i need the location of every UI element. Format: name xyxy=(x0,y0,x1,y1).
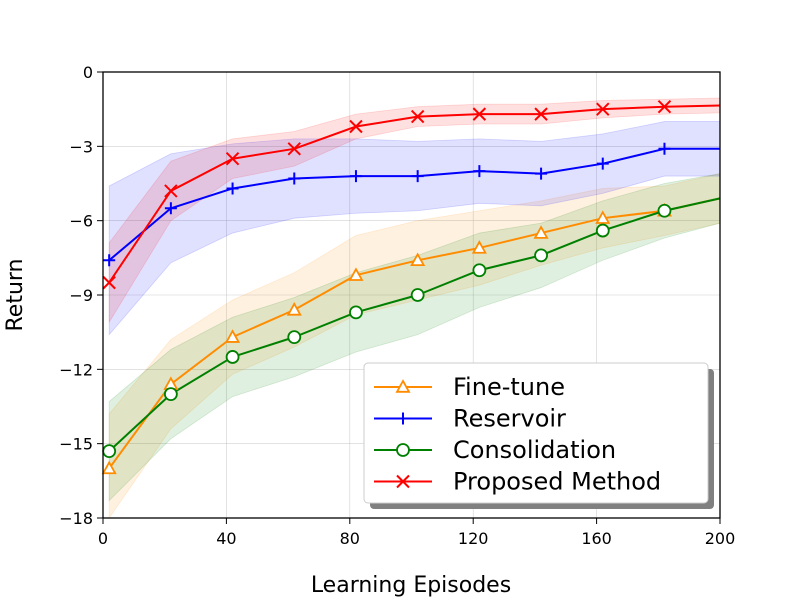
reservoir-marker xyxy=(411,170,424,183)
consolidation-marker xyxy=(534,248,548,263)
legend-marker xyxy=(396,443,410,457)
fine-tune-marker xyxy=(348,267,364,281)
x-tick-label: 0 xyxy=(98,529,108,548)
y-tick-label: −15 xyxy=(59,435,93,454)
consolidation-marker xyxy=(349,305,363,320)
legend: Fine-tune Reservoir Consolidation Proposed … xyxy=(363,362,714,509)
legend-marker xyxy=(395,379,411,393)
x-tick-label: 40 xyxy=(216,529,236,548)
proposed-method-marker xyxy=(287,142,301,156)
reservoir-marker xyxy=(658,142,671,155)
y-tick-label: −12 xyxy=(59,360,93,379)
x-axis-label: Learning Episodes xyxy=(311,573,511,598)
legend-marker xyxy=(396,474,410,489)
proposed-method-marker xyxy=(164,184,178,198)
consolidation-marker xyxy=(410,288,425,302)
legend-label: Proposed Method xyxy=(453,468,661,496)
consolidation-marker xyxy=(102,444,117,459)
axis-ticks: 0 40 80 120 160 200 0 −3 −6 −9 −12 −15 −18 xyxy=(59,63,735,548)
y-tick-label: −3 xyxy=(69,137,93,156)
fine-tune-marker xyxy=(225,329,241,343)
consolidation-marker xyxy=(225,350,240,364)
legend-marker xyxy=(397,412,409,425)
y-tick-label: −9 xyxy=(69,286,93,305)
y-tick-label: −6 xyxy=(69,212,93,231)
fine-tune-marker xyxy=(101,460,117,475)
proposed-method-marker xyxy=(596,102,610,116)
legend-label: Consolidation xyxy=(453,436,616,464)
legend-entries: Fine-tune Reservoir Consolidation Proposed … xyxy=(374,373,661,496)
reservoir-marker xyxy=(164,202,177,215)
fine-tune-marker xyxy=(410,252,426,267)
legend-item-fine-tune: Fine-tune xyxy=(374,373,565,401)
consolidation-marker xyxy=(472,263,487,278)
proposed-method-marker xyxy=(534,107,548,121)
consolidation-marker xyxy=(595,223,610,238)
proposed-method-marker xyxy=(349,119,363,134)
proposed-method-marker xyxy=(225,152,240,166)
y-tick-label: 0 xyxy=(83,63,93,82)
legend-item-consolidation: Consolidation xyxy=(374,436,616,464)
x-tick-label: 160 xyxy=(581,529,612,548)
consolidation-marker xyxy=(287,330,302,345)
x-tick-label: 120 xyxy=(458,529,489,548)
consolidation-marker xyxy=(657,203,672,218)
reservoir-marker xyxy=(349,170,362,183)
x-tick-label: 80 xyxy=(340,529,360,548)
fine-tune-marker xyxy=(595,210,611,224)
y-axis-label: Return xyxy=(3,258,28,331)
legend-label: Fine-tune xyxy=(453,373,565,401)
x-tick-label: 200 xyxy=(705,529,736,548)
reservoir-marker xyxy=(473,165,486,178)
reservoir-marker xyxy=(535,167,548,180)
fine-tune-marker xyxy=(286,302,302,316)
proposed-method-marker xyxy=(410,109,425,124)
reservoir-marker xyxy=(226,182,239,195)
proposed-method-marker xyxy=(472,107,487,121)
reservoir-marker xyxy=(103,254,116,267)
y-tick-label: −18 xyxy=(59,509,93,528)
series-markers xyxy=(101,99,672,475)
reservoir-marker xyxy=(288,172,301,185)
proposed-method-marker xyxy=(657,99,672,114)
fine-tune-marker xyxy=(533,225,549,239)
fine-tune-marker xyxy=(471,240,487,254)
legend-item-proposed-method: Proposed Method xyxy=(374,468,661,496)
consolidation-marker xyxy=(163,387,178,402)
legend-box xyxy=(363,362,709,504)
reservoir-marker xyxy=(596,157,609,170)
legend-item-reservoir: Reservoir xyxy=(374,405,566,433)
proposed-method-marker xyxy=(102,275,116,290)
legend-label: Reservoir xyxy=(453,405,566,433)
